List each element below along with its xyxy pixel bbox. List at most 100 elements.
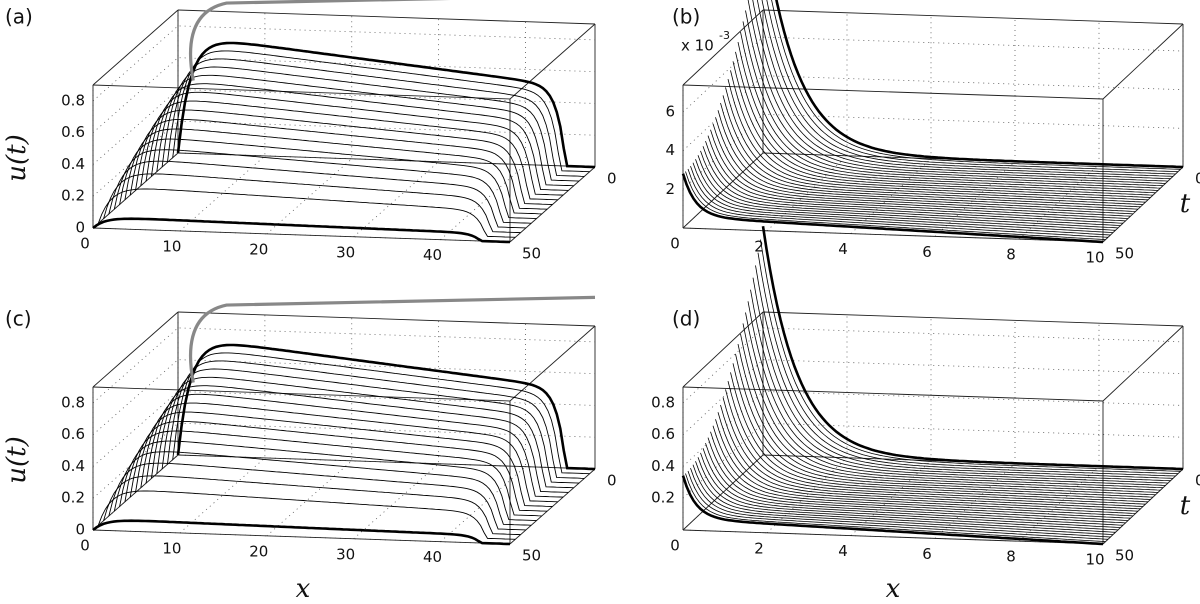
box-edge: [682, 84, 1104, 100]
grid-line: [177, 312, 596, 470]
grid-line: [92, 10, 179, 229]
solution-curve: [135, 411, 553, 507]
solution-curve: [140, 100, 558, 201]
solution-curve: [727, 79, 1149, 201]
solution-curve: [750, 289, 1171, 482]
t-tick-label: 50: [1115, 547, 1134, 565]
y-axis-label: u(t): [2, 436, 32, 483]
solution-curve: [113, 451, 532, 526]
solution-curve: [710, 129, 1131, 217]
t-tick-label: 0: [1195, 170, 1200, 188]
solution-curve: [119, 138, 537, 220]
t-tick-label: 0: [607, 170, 617, 188]
x-tick-label: 10: [1085, 249, 1104, 267]
solution-curve: [685, 473, 1106, 543]
solution-curve: [692, 162, 1114, 233]
solution-curve: [702, 146, 1124, 224]
solution-curve: [145, 393, 564, 498]
y-tick-label: 0.8: [61, 91, 85, 109]
y-tick-label: 6: [665, 103, 675, 121]
solution-curve: [761, 0, 1176, 175]
solution-curve: [166, 58, 585, 177]
grid-line: [92, 327, 596, 404]
grid-line: [92, 57, 596, 133]
solution-curve: [775, 0, 1184, 169]
solution-curve: [712, 425, 1134, 517]
grid-line: [92, 312, 179, 531]
solution-curve: [722, 95, 1144, 205]
panel: 0.2 0.4 0.6 0.8 0 2 4 6 8 10 0 50 (d) x t: [651, 226, 1200, 604]
solution-curve: [690, 467, 1111, 538]
solution-curve: [150, 83, 569, 191]
box-edge: [92, 386, 511, 402]
solution-curve: [702, 448, 1124, 526]
solution-curve: [747, 301, 1169, 484]
solution-curve: [176, 343, 596, 471]
solution-curve: [740, 31, 1161, 189]
solution-curve: [687, 168, 1109, 238]
y-tick-label: 0.6: [61, 425, 85, 443]
t-axis-label: t: [1180, 491, 1191, 521]
box-edge: [682, 311, 764, 388]
box-edge: [177, 311, 596, 327]
box-edge: [177, 454, 596, 470]
solution-curve: [161, 66, 580, 182]
solution-curve: [687, 470, 1109, 540]
solution-curve: [156, 376, 574, 489]
solution-curve: [752, 277, 1174, 479]
panel-label: (d): [672, 307, 700, 331]
x-tick-label: 6: [922, 545, 932, 563]
y-tick-label: 2: [665, 180, 675, 198]
solution-curve: [737, 344, 1159, 493]
x-tick-label: 10: [162, 237, 181, 255]
x-tick-label: 8: [1006, 246, 1016, 264]
solution-curve: [681, 173, 1104, 244]
y-tick-label: 0.6: [651, 425, 675, 443]
y-tick-label: 0.2: [651, 489, 675, 507]
grid-line: [682, 391, 1184, 467]
x-axis-label: x: [296, 574, 311, 604]
solution-curve: [732, 363, 1154, 498]
panel-label: (c): [5, 307, 32, 331]
box-edge: [177, 152, 596, 168]
grid-line: [682, 75, 1184, 151]
solution-curve: [722, 397, 1144, 507]
box-edge: [92, 227, 511, 243]
solution-curve: [156, 74, 574, 187]
box-edge: [682, 386, 1104, 402]
solution-curve: [737, 42, 1159, 191]
solution-curve: [108, 462, 526, 531]
y-tick-label: 0.4: [61, 155, 85, 173]
t-tick-label: 50: [522, 245, 541, 263]
solution-curve: [161, 368, 580, 484]
y-tick-label: 4: [665, 141, 675, 159]
x-tick-label: 10: [1085, 551, 1104, 569]
solution-curve: [715, 419, 1136, 514]
solution-curve: [119, 440, 537, 522]
solution-curve: [745, 10, 1166, 184]
x-tick-label: 40: [423, 246, 442, 264]
x-tick-label: 20: [249, 240, 268, 258]
grid-line: [682, 359, 1184, 435]
solution-curve: [176, 41, 596, 169]
solution-curve: [172, 352, 590, 475]
solution-curve: [172, 50, 590, 173]
solution-curve: [697, 155, 1119, 229]
t-tick-label: 0: [1195, 472, 1200, 490]
solution-curve: [124, 128, 542, 215]
x-tick-label: 0: [670, 537, 680, 555]
y-tick-label: 0: [75, 521, 85, 539]
solution-curve: [717, 110, 1139, 210]
solution-curve: [760, 239, 1181, 472]
solution-curve: [166, 360, 585, 479]
grid-line: [682, 327, 1184, 404]
solution-curve: [700, 150, 1121, 226]
solution-curve: [124, 430, 542, 517]
solution-curve: [685, 171, 1106, 241]
solution-curve: [695, 461, 1116, 533]
solution-curve: [697, 457, 1119, 531]
solution-curve: [140, 402, 558, 503]
solution-curve: [740, 333, 1161, 491]
y-tick-label: 0.4: [651, 457, 675, 475]
grid-line: [1102, 24, 1184, 243]
